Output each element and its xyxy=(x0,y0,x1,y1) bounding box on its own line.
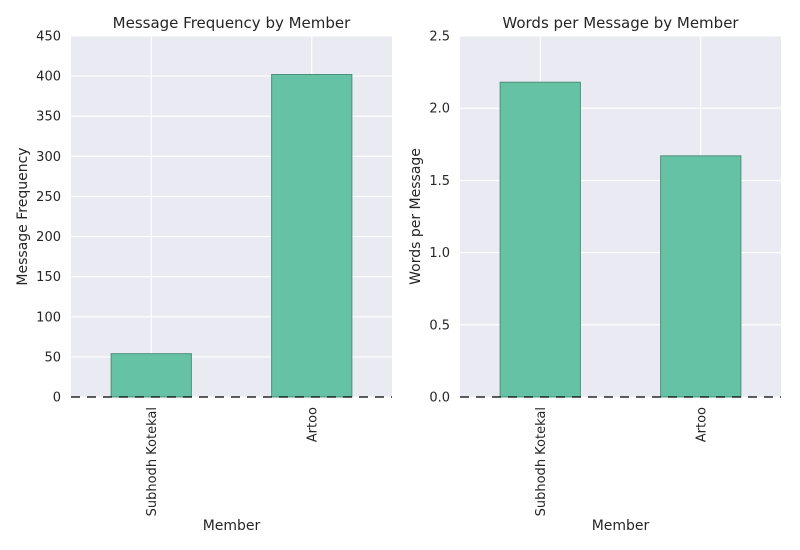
x-tick-label: Subhodh Kotekal xyxy=(145,407,160,516)
x-axis-label: Member xyxy=(592,518,650,534)
y-tick-label: 100 xyxy=(36,310,61,325)
chart-message-frequency: 0 50 100 150 200 250 300 350 400 450 Subhodh Kote… xyxy=(15,14,392,534)
bar xyxy=(110,353,192,398)
y-tick-label: 50 xyxy=(44,350,61,365)
y-tick-label: 200 xyxy=(36,230,61,245)
y-tick-label: 400 xyxy=(36,70,61,85)
y-tick-label: 1.0 xyxy=(429,246,450,261)
y-tick-label: 0 xyxy=(53,391,61,406)
y-tick-label: 0.0 xyxy=(429,391,450,406)
y-tick-labels: 0 50 100 150 200 250 300 350 400 450 xyxy=(36,30,61,406)
chart-words-per-message: 0.00.51.01.52.02.5 Subhodh Kotekal Artoo … xyxy=(408,14,781,534)
y-tick-label: 2.5 xyxy=(429,30,450,45)
y-tick-label: 150 xyxy=(36,270,61,285)
y-tick-label: 2.0 xyxy=(429,102,450,117)
gridlines xyxy=(71,35,392,398)
bar xyxy=(271,74,353,398)
y-tick-labels: 0.0 0.5 1.0 1.5 2.0 2.5 xyxy=(429,30,450,406)
bars xyxy=(499,81,742,398)
x-tick-label: Subhodh Kotekal xyxy=(534,407,549,516)
y-tick-label: 350 xyxy=(36,110,61,125)
x-tick-label: Artoo xyxy=(305,407,320,442)
y-axis-label: Message Frequency xyxy=(15,147,31,285)
chart-title: Message Frequency by Member xyxy=(113,14,351,32)
y-tick-label: 0.5 xyxy=(429,318,450,333)
y-axis-label: Words per Message xyxy=(408,148,424,285)
chart-title: Words per Message by Member xyxy=(502,14,739,32)
y-tick-label: 1.5 xyxy=(429,174,450,189)
bar xyxy=(499,81,581,398)
x-tick-labels: Subhodh Kotekal Artoo xyxy=(534,407,710,516)
y-tick-label: 450 xyxy=(36,30,61,45)
bars xyxy=(110,74,353,398)
x-axis-label: Member xyxy=(203,518,261,534)
bar xyxy=(660,155,742,398)
x-tick-label: Artoo xyxy=(694,407,709,442)
y-tick-label: 300 xyxy=(36,150,61,165)
y-tick-label: 250 xyxy=(36,190,61,205)
x-tick-labels: Subhodh Kotekal Artoo xyxy=(145,407,321,516)
